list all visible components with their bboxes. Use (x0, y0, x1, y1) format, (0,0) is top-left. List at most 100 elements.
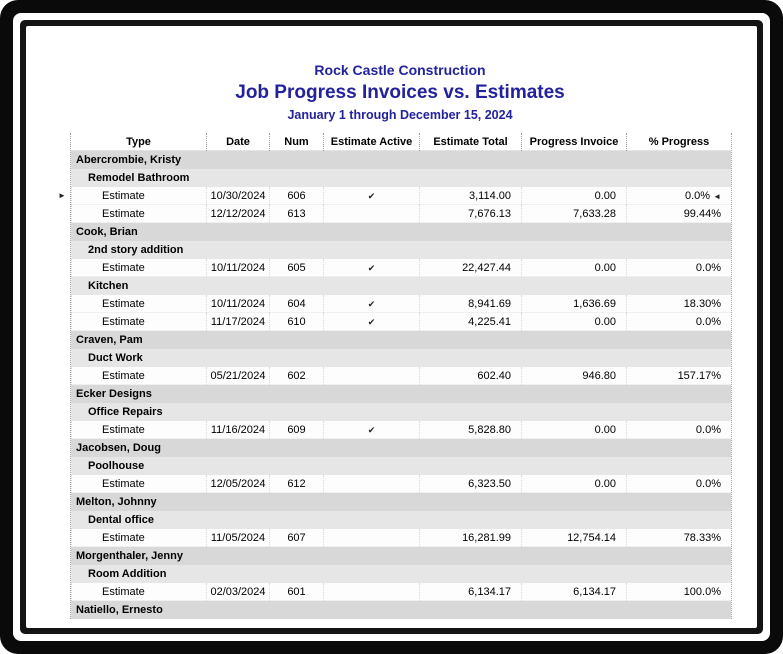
job-name: Poolhouse (88, 460, 145, 472)
cell-percent-progress: 99.44% (626, 205, 731, 223)
column-header-progress-invoice: Progress Invoice (521, 133, 626, 151)
estimate-row[interactable]: Estimate 11/17/2024 610 ✔ 4,225.41 0.00 … (71, 313, 731, 331)
job-name: Office Repairs (88, 406, 163, 418)
cell-type: Estimate (71, 475, 206, 493)
customer-name: Abercrombie, Kristy (76, 154, 182, 166)
estimate-row[interactable]: Estimate 11/05/2024 607 16,281.99 12,754… (71, 529, 731, 547)
job-group-row: Remodel Bathroom (71, 169, 731, 187)
table-header-row: Type Date Num Estimate Active Estimate T… (71, 133, 731, 151)
customer-group-row: Melton, Johnny (71, 493, 731, 511)
job-group-row: Dental office (71, 511, 731, 529)
customer-name: Natiello, Ernesto (76, 604, 163, 616)
customer-name: Cook, Brian (76, 226, 138, 238)
cell-percent-progress: 0.0% (626, 421, 731, 439)
column-header-estimate-active: Estimate Active (323, 133, 419, 151)
column-header-type: Type (126, 136, 151, 148)
cell-estimate-active: ✔ (323, 421, 419, 439)
cell-date: 12/05/2024 (206, 475, 269, 493)
estimate-row[interactable]: Estimate 12/05/2024 612 6,323.50 0.00 0.… (71, 475, 731, 493)
cell-progress-invoice: 0.00 (521, 313, 626, 331)
percent-text: 0.0% (695, 424, 721, 436)
cell-estimate-active: ✔ (323, 295, 419, 313)
cell-estimate-total: 22,427.44 (419, 259, 521, 277)
cell-progress-invoice: 6,134.17 (521, 583, 626, 601)
cell-percent-progress: 0.0% (626, 259, 731, 277)
cell-date: 10/11/2024 (206, 259, 269, 277)
cell-type: Estimate (71, 583, 206, 601)
cell-progress-invoice: 0.00 (521, 475, 626, 493)
customer-group-row: Craven, Pam (71, 331, 731, 349)
company-name: Rock Castle Construction (314, 62, 486, 78)
frame-inner-border: Rock Castle Construction Job Progress In… (20, 20, 763, 634)
customer-name: Melton, Johnny (76, 496, 157, 508)
cell-type: Estimate (71, 313, 206, 331)
customer-name: Ecker Designs (76, 388, 152, 400)
estimate-row[interactable]: Estimate 12/12/2024 613 7,676.13 7,633.2… (71, 205, 731, 223)
cell-date: 12/12/2024 (206, 205, 269, 223)
cell-estimate-active: ✔ (323, 313, 419, 331)
percent-text: 0.0% (695, 316, 721, 328)
cell-progress-invoice: 12,754.14 (521, 529, 626, 547)
job-name: Room Addition (88, 568, 167, 580)
estimate-row[interactable]: ► Estimate 10/30/2024 606 ✔ 3,114.00 0.0… (58, 187, 731, 205)
customer-name: Jacobsen, Doug (76, 442, 161, 454)
cell-progress-invoice: 1,636.69 (521, 295, 626, 313)
column-header-date: Date (206, 133, 269, 151)
percent-text: 99.44% (683, 208, 721, 220)
estimate-row[interactable]: Estimate 05/21/2024 602 602.40 946.80 15… (71, 367, 731, 385)
cell-percent-progress: 0.0% (626, 475, 731, 493)
column-header-num: Num (269, 133, 323, 151)
cell-num: 612 (269, 475, 323, 493)
estimate-row[interactable]: Estimate 10/11/2024 605 ✔ 22,427.44 0.00… (71, 259, 731, 277)
cell-progress-invoice: 0.00 (521, 187, 626, 205)
customer-name: Morgenthaler, Jenny (76, 550, 183, 562)
cell-num: 606 (269, 187, 323, 205)
check-icon: ✔ (367, 317, 376, 327)
cell-num: 610 (269, 313, 323, 331)
cell-percent-progress: 0.0% ◄ (626, 187, 731, 205)
cell-estimate-total: 6,323.50 (419, 475, 521, 493)
cell-num: 604 (269, 295, 323, 313)
cell-date: 05/21/2024 (206, 367, 269, 385)
cell-estimate-total: 5,828.80 (419, 421, 521, 439)
job-group-row: Office Repairs (71, 403, 731, 421)
cell-num: 602 (269, 367, 323, 385)
job-group-row: Duct Work (71, 349, 731, 367)
cell-progress-invoice: 0.00 (521, 259, 626, 277)
cell-type: Estimate (71, 367, 206, 385)
report-canvas: Rock Castle Construction Job Progress In… (26, 26, 757, 628)
check-icon: ✔ (367, 299, 376, 309)
estimate-row[interactable]: Estimate 10/11/2024 604 ✔ 8,941.69 1,636… (71, 295, 731, 313)
job-name: Kitchen (88, 280, 129, 292)
cell-estimate-active (323, 583, 419, 601)
customer-group-row: Ecker Designs (71, 385, 731, 403)
cell-date: 11/17/2024 (206, 313, 269, 331)
cell-progress-invoice: 0.00 (521, 421, 626, 439)
cell-type: Estimate (71, 259, 206, 277)
customer-group-row: Morgenthaler, Jenny (71, 547, 731, 565)
report-title: Job Progress Invoices vs. Estimates (235, 82, 565, 103)
estimate-row[interactable]: Estimate 11/16/2024 609 ✔ 5,828.80 0.00 … (71, 421, 731, 439)
cell-date: 11/05/2024 (206, 529, 269, 547)
customer-group-row: Natiello, Ernesto (71, 601, 731, 619)
cell-date: 10/30/2024 (206, 187, 269, 205)
cell-num: 601 (269, 583, 323, 601)
cell-date: 11/16/2024 (206, 421, 269, 439)
cell-estimate-active: ✔ (323, 259, 419, 277)
cell-percent-progress: 18.30% (626, 295, 731, 313)
cell-progress-invoice: 7,633.28 (521, 205, 626, 223)
job-group-row: Poolhouse (71, 457, 731, 475)
cell-percent-progress: 78.33% (626, 529, 731, 547)
estimate-row[interactable]: Estimate 02/03/2024 601 6,134.17 6,134.1… (71, 583, 731, 601)
cell-estimate-active (323, 367, 419, 385)
cell-estimate-total: 3,114.00 (419, 187, 521, 205)
cell-estimate-total: 4,225.41 (419, 313, 521, 331)
cell-type: Estimate (71, 421, 206, 439)
cell-type: Estimate (71, 529, 206, 547)
cell-estimate-active (323, 475, 419, 493)
percent-text: 0.0% (695, 262, 721, 274)
column-header-percent-progress: % Progress (626, 133, 731, 151)
percent-text: 100.0% (683, 586, 721, 598)
cell-estimate-total: 602.40 (419, 367, 521, 385)
